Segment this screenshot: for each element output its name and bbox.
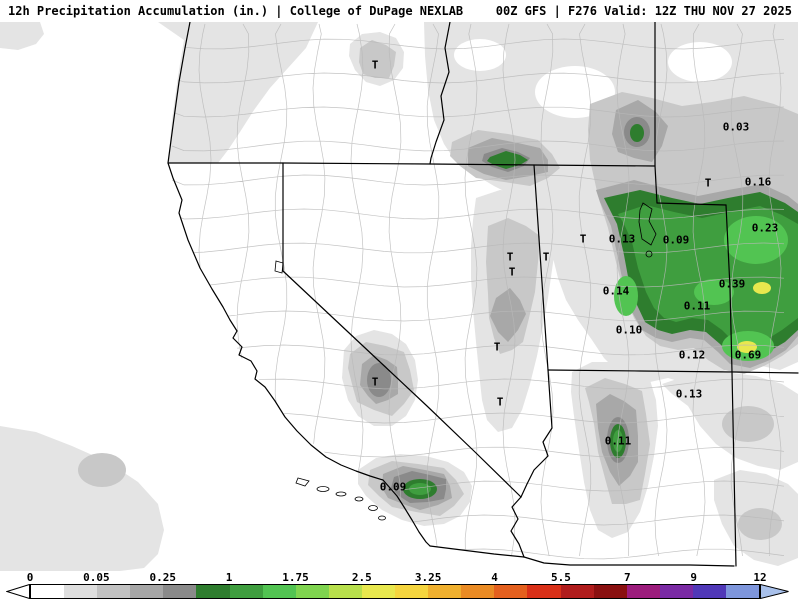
ut-wy-border-north [656, 202, 727, 206]
colorbar-segment [725, 585, 760, 598]
colorbar-segment [494, 585, 528, 598]
colorbar-segment [64, 585, 98, 598]
colorbar-segment [395, 585, 429, 598]
colorbar-tick-label: 0.25 [149, 571, 176, 584]
colorbar-left-arrow-icon [6, 584, 30, 599]
colorbar-tick-label: 1 [225, 571, 233, 584]
utah-lake [645, 250, 653, 258]
colorbar-segment [229, 585, 263, 598]
colorbar-segment [97, 585, 131, 598]
colorbar-tick-label: 3.25 [414, 571, 442, 584]
colorbar-tick-label: 9 [690, 571, 697, 584]
lake-tahoe [274, 260, 284, 274]
colorbar-tick-label: 0 [26, 571, 34, 584]
colorbar-tick-label: 0.05 [83, 571, 110, 584]
colorbar-segment [295, 585, 329, 598]
colorbar-segment [593, 585, 627, 598]
colorbar-segment [163, 585, 197, 598]
state-borders [167, 21, 799, 567]
colorbar-tick-label: 5.5 [550, 571, 571, 584]
pacific-coastline [167, 21, 431, 547]
ca-mexico-border [429, 545, 525, 558]
az-mexico-border [523, 556, 735, 567]
product-title: 12h Precipitation Accumulation (in.) | C… [8, 4, 464, 18]
colorbar-segment [527, 585, 561, 598]
colorbar-segment [428, 585, 462, 598]
colorbar-segment [31, 585, 65, 598]
titlebar: 12h Precipitation Accumulation (in.) | C… [0, 0, 800, 22]
colorbar-segments [30, 584, 760, 599]
colorbar-segment [626, 585, 660, 598]
colorbar-right-arrow-icon [760, 584, 789, 599]
colorbar-segment [692, 585, 726, 598]
great-salt-lake [638, 202, 657, 246]
37n-border [547, 369, 799, 374]
colorbar-segment [130, 585, 164, 598]
colorbar-segment [659, 585, 693, 598]
colorbar-segment [196, 585, 230, 598]
ca-az-border [510, 496, 525, 558]
colorbar-gradient [6, 584, 790, 599]
channel-islands [295, 477, 386, 521]
colorbar-tick-label: 1.75 [282, 571, 309, 584]
or-id-border [429, 21, 451, 165]
colorbar-tick-label: 4 [491, 571, 498, 584]
colorbar-segment [361, 585, 396, 598]
nv-az-border [520, 369, 553, 498]
colorbar-tick-label: 7 [623, 571, 631, 584]
colorbar: 0 0.05 0.25 1 1.75 2.5 3.25 4 5.5 7 9 12 [0, 571, 800, 600]
colorbar-tick-label: 2.5 [351, 571, 372, 584]
precip-fill-yellow [737, 282, 771, 353]
colorbar-segment [328, 585, 362, 598]
colorbar-segment [461, 585, 495, 598]
colorbar-tick-label: 12 [753, 571, 767, 584]
model-valid-time: 00Z GFS | F276 Valid: 12Z THU NOV 27 202… [495, 4, 792, 18]
ca-nv-border-diagonal [282, 270, 522, 498]
ut-wy-border-west [654, 165, 658, 204]
colorbar-segment [560, 585, 594, 598]
lakes [274, 202, 657, 274]
colorbar-segment [262, 585, 296, 598]
nv-ut-border [533, 164, 549, 371]
ut-co-az-nm-border [725, 204, 737, 567]
